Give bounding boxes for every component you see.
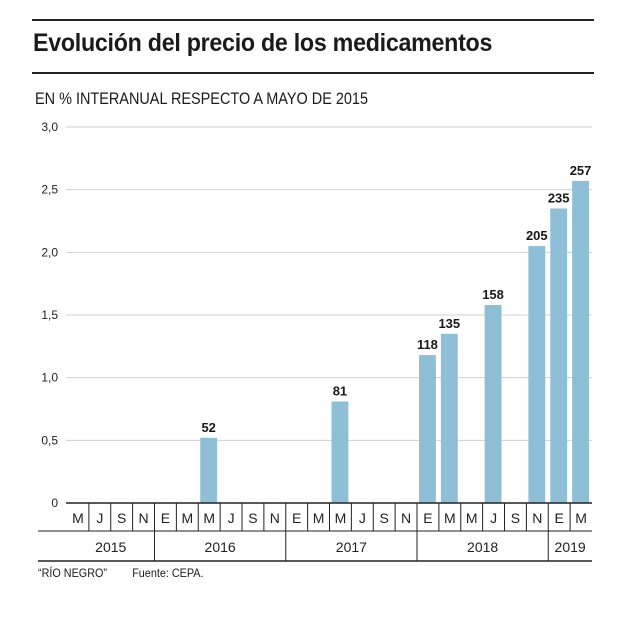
bar — [528, 246, 546, 504]
data-label: 205 — [526, 228, 548, 243]
y-tick-label: 3,0 — [41, 120, 58, 134]
x-tick-label: J — [359, 510, 366, 526]
credit-text: “RÍO NEGRO” — [38, 566, 108, 580]
x-tick-label: E — [423, 510, 432, 526]
data-label: 257 — [570, 163, 592, 178]
x-tick-label: M — [335, 510, 347, 526]
bar — [419, 355, 436, 503]
bar — [572, 180, 589, 504]
x-tick-label: J — [96, 510, 103, 526]
bar — [440, 333, 458, 503]
x-tick-label: S — [248, 510, 257, 526]
x-tick-label: S — [380, 510, 389, 526]
y-axis-ticks: 0 0,5 1,0 1,5 2,0 2,5 3,0 — [41, 120, 58, 510]
chart-title: Evolución del precio de los medicamentos — [33, 29, 493, 57]
x-tick-label: E — [161, 510, 170, 526]
year-label: 2018 — [467, 539, 498, 555]
source-text: Fuente: CEPA. — [132, 566, 204, 580]
bar — [484, 304, 502, 503]
data-label: 118 — [417, 337, 438, 352]
x-tick-label: N — [401, 510, 411, 526]
x-tick-label: E — [292, 510, 301, 526]
x-tick-label: M — [466, 510, 478, 526]
year-label: 2019 — [555, 539, 586, 555]
y-tick-label: 1,0 — [41, 371, 58, 385]
y-tick-label: 1,5 — [41, 308, 58, 322]
gridlines — [66, 126, 592, 441]
y-tick-label: 2,5 — [41, 183, 58, 197]
year-label: 2016 — [205, 539, 236, 555]
data-label: 52 — [201, 420, 215, 435]
x-tick-label: M — [444, 510, 456, 526]
x-tick-label: M — [181, 510, 193, 526]
year-label: 2017 — [336, 539, 367, 555]
x-tick-label: M — [203, 510, 215, 526]
x-tick-label: S — [511, 510, 520, 526]
bar — [331, 401, 349, 503]
bar — [200, 437, 218, 503]
x-tick-label: N — [270, 510, 280, 526]
chart-subtitle: EN % INTERANUAL RESPECTO A MAYO DE 2015 — [35, 89, 369, 108]
x-tick-label: N — [532, 510, 542, 526]
x-tick-label: E — [555, 510, 564, 526]
title-rule — [32, 72, 594, 74]
x-tick-label: J — [228, 510, 235, 526]
footer: “RÍO NEGRO” Fuente: CEPA. — [38, 566, 203, 580]
y-tick-label: 2,0 — [41, 245, 58, 259]
bar — [550, 208, 568, 503]
x-tick-label: M — [313, 510, 325, 526]
bars — [200, 180, 589, 504]
x-tick-label: M — [575, 510, 587, 526]
top-rule — [32, 19, 594, 21]
y-tick-label: 0 — [51, 496, 58, 510]
data-label: 235 — [548, 190, 570, 205]
data-label: 135 — [438, 316, 460, 331]
x-tick-label: J — [490, 510, 497, 526]
data-label: 158 — [482, 287, 504, 302]
x-tick-label: M — [72, 510, 84, 526]
data-label: 81 — [333, 383, 347, 398]
y-tick-label: 0,5 — [41, 433, 58, 447]
year-label: 2015 — [95, 539, 126, 555]
x-tick-label: N — [139, 510, 149, 526]
x-tick-label: S — [117, 510, 126, 526]
